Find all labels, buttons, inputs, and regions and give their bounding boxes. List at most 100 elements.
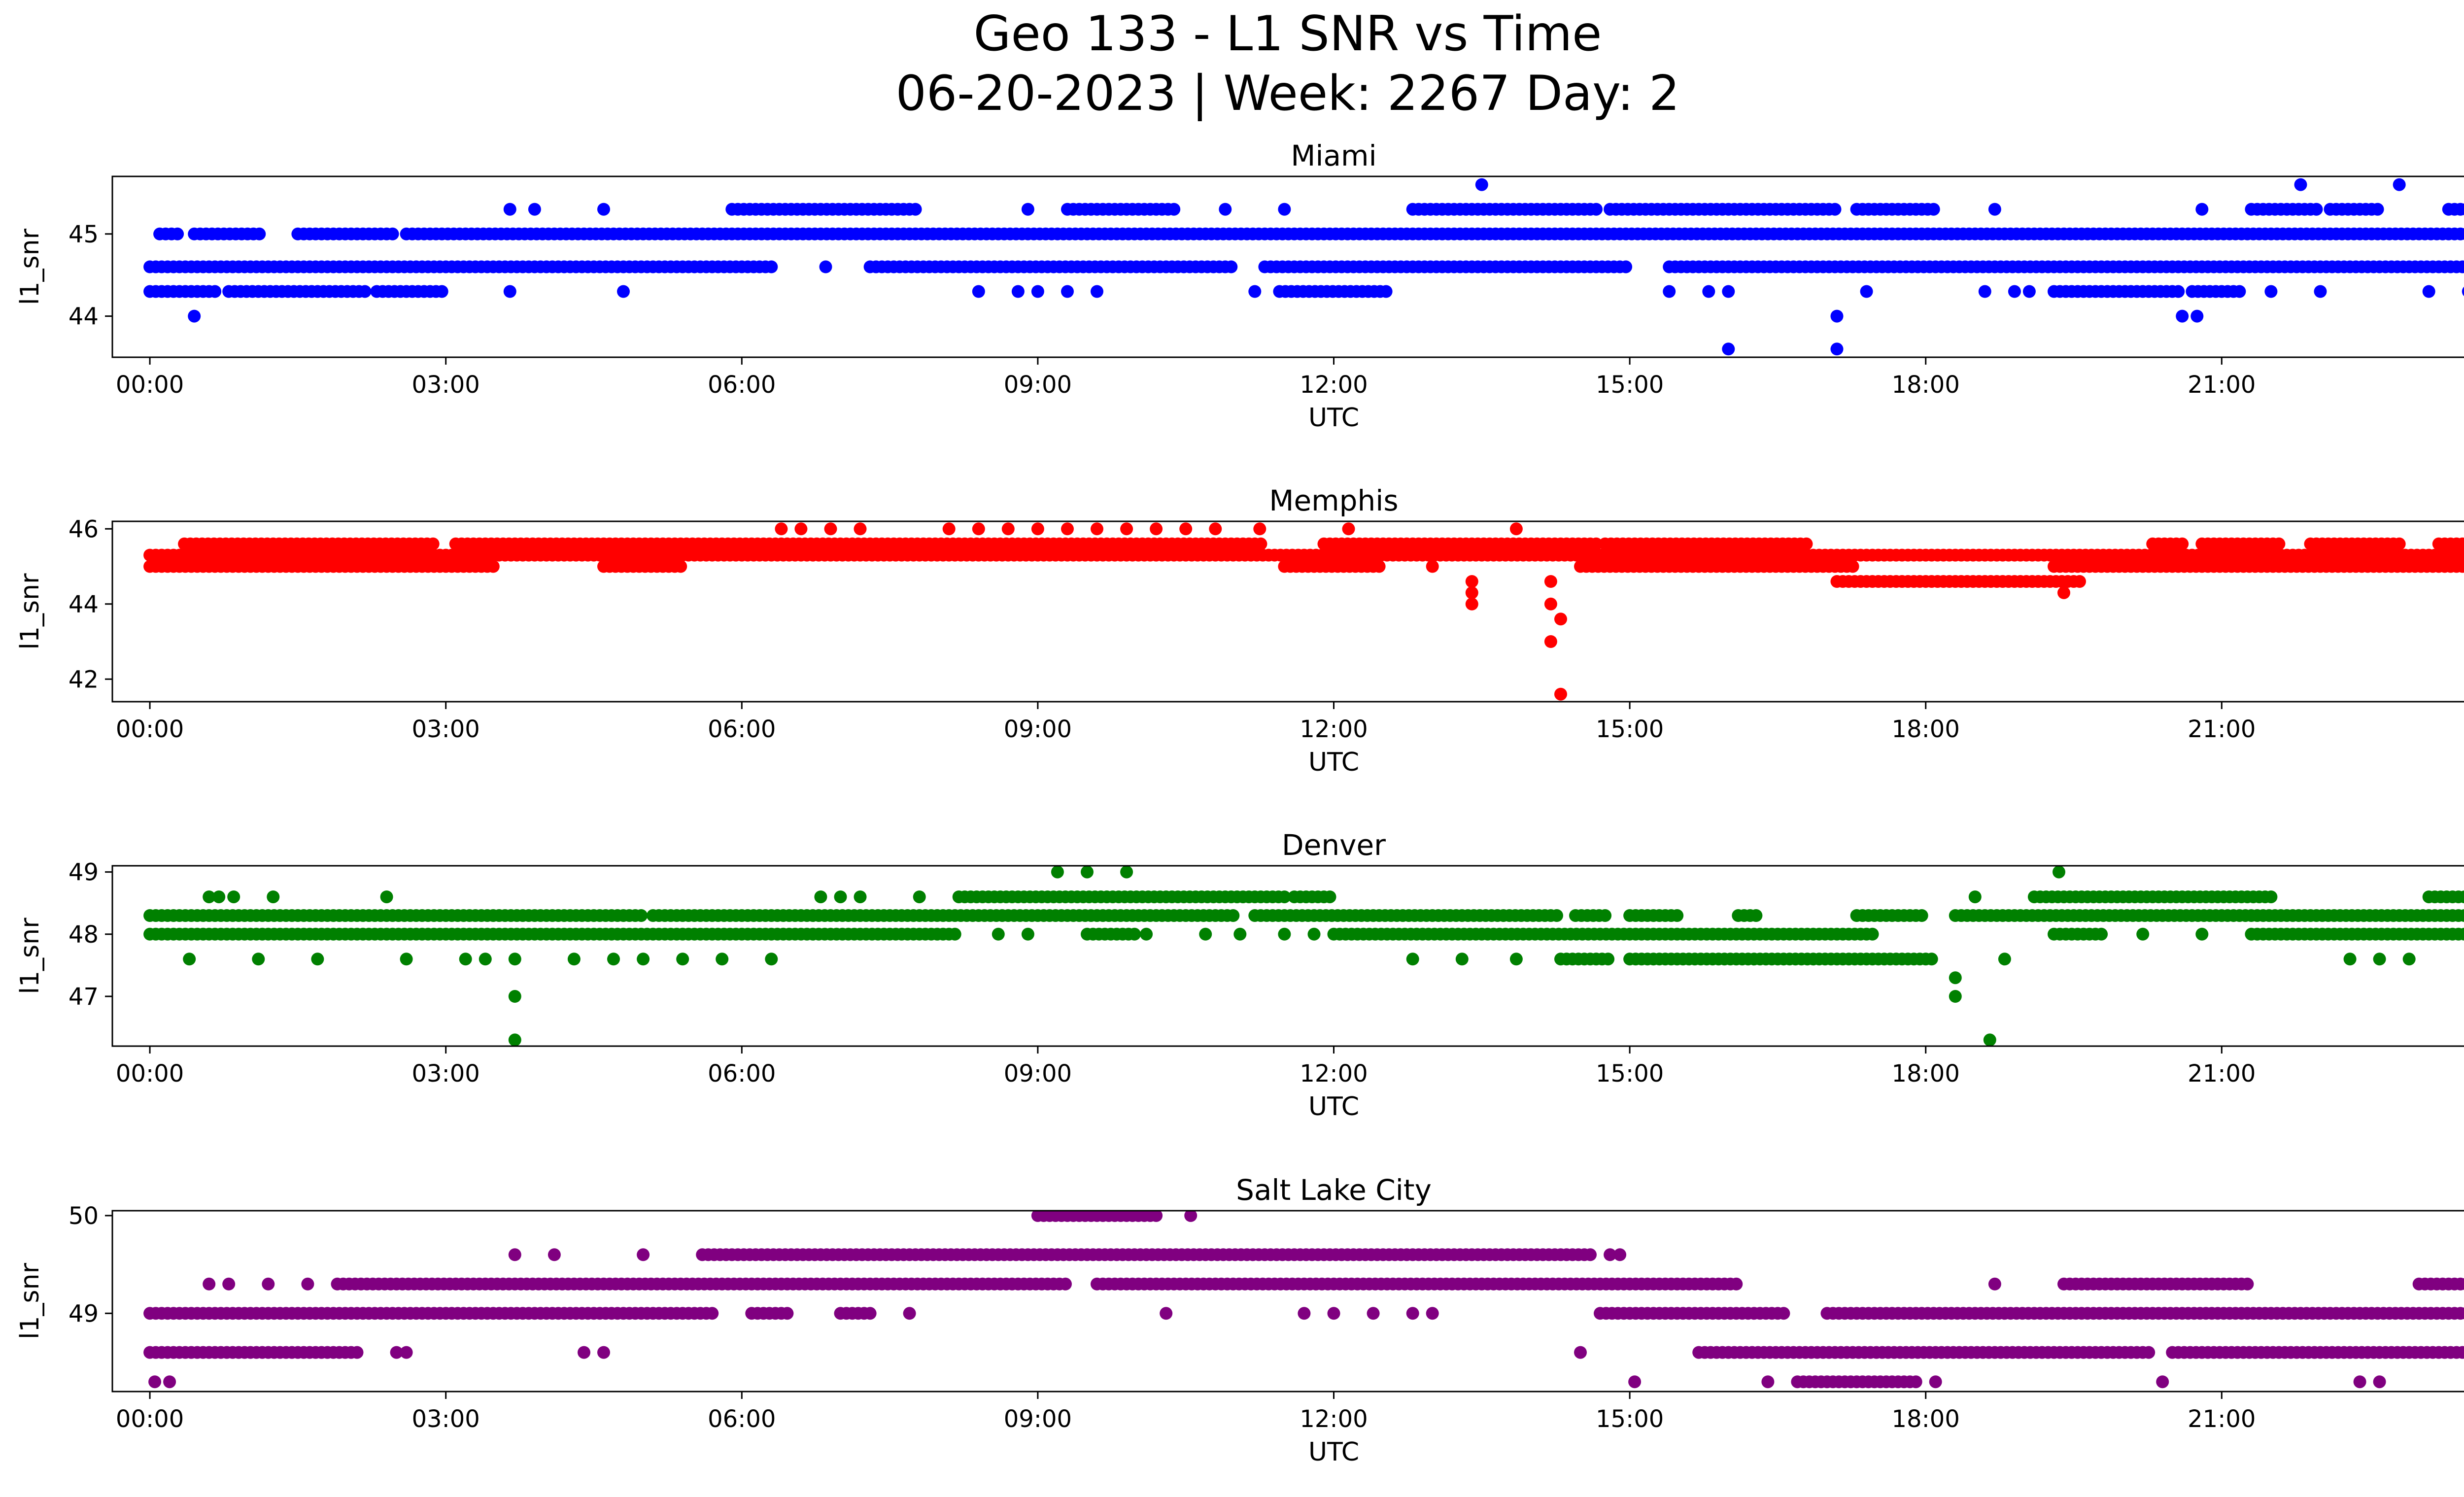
subplot-title: Denver: [1282, 828, 1386, 862]
data-point: [1831, 310, 1844, 323]
data-point: [1510, 953, 1523, 965]
y-tick-label: 45: [68, 221, 99, 248]
data-point: [1925, 953, 1938, 965]
data-point: [1406, 953, 1419, 965]
data-point: [2403, 953, 2416, 965]
x-axis-label: UTC: [1308, 1437, 1359, 1467]
data-point: [1749, 909, 1762, 922]
data-point: [1128, 928, 1141, 941]
data-point: [820, 261, 832, 273]
data-point: [1233, 928, 1246, 941]
data-point: [1800, 538, 1813, 550]
data-point: [2195, 928, 2208, 941]
data-point: [607, 953, 620, 965]
data-point: [1663, 285, 1676, 298]
data-point: [1590, 203, 1603, 216]
data-point: [2423, 285, 2435, 298]
data-point: [1308, 928, 1321, 941]
x-tick-label: 12:00: [1300, 1405, 1368, 1433]
data-point: [864, 1307, 877, 1320]
figure-title-line1: Geo 133 - L1 SNR vs Time: [974, 6, 1602, 62]
x-tick-label: 00:00: [116, 371, 184, 399]
data-point: [487, 560, 500, 573]
data-point: [716, 953, 728, 965]
data-point: [1466, 586, 1478, 599]
data-point: [359, 285, 372, 298]
data-point: [509, 953, 521, 965]
y-axis-label: l1_snr: [15, 228, 45, 305]
data-point: [351, 1346, 364, 1359]
data-point: [834, 890, 847, 903]
data-point: [676, 953, 689, 965]
data-point: [913, 890, 926, 903]
x-tick-label: 12:00: [1300, 715, 1368, 743]
y-tick-label: 42: [68, 666, 99, 693]
data-point: [1426, 560, 1439, 573]
y-tick-label: 46: [68, 515, 99, 543]
data-point: [504, 203, 516, 216]
data-point: [509, 1033, 521, 1046]
x-tick-label: 21:00: [2188, 1060, 2256, 1088]
x-tick-label: 09:00: [1004, 1060, 1072, 1088]
data-point: [386, 228, 399, 240]
data-point: [2053, 866, 2065, 879]
data-point: [1544, 635, 1557, 648]
data-point: [1910, 1375, 1922, 1388]
data-point: [2023, 285, 2036, 298]
x-tick-label: 18:00: [1892, 1060, 1960, 1088]
y-axis-label: l1_snr: [15, 1262, 45, 1339]
x-tick-label: 00:00: [116, 1060, 184, 1088]
y-tick-label: 48: [68, 921, 99, 949]
data-point: [1367, 1307, 1380, 1320]
x-tick-label: 21:00: [2188, 715, 2256, 743]
data-point: [2371, 203, 2384, 216]
data-point: [1466, 598, 1478, 611]
data-point: [706, 1307, 719, 1320]
x-tick-label: 12:00: [1300, 371, 1368, 399]
data-point: [267, 890, 279, 903]
subplot-title: Memphis: [1269, 484, 1398, 517]
x-axis-label: UTC: [1308, 1092, 1359, 1122]
data-point: [1278, 203, 1291, 216]
data-point: [1988, 203, 2001, 216]
data-point: [1613, 1248, 1626, 1261]
data-point: [2073, 575, 2086, 588]
data-point: [212, 890, 225, 903]
data-point: [1253, 522, 1266, 535]
data-point: [400, 953, 413, 965]
data-point: [617, 285, 630, 298]
data-point: [775, 522, 787, 535]
data-point: [1225, 261, 1237, 273]
data-point: [597, 203, 610, 216]
data-point: [2241, 1278, 2254, 1291]
data-point: [1051, 866, 1064, 879]
data-point: [1031, 285, 1044, 298]
y-tick-label: 47: [68, 983, 99, 1011]
data-point: [794, 522, 807, 535]
data-point: [2393, 178, 2406, 191]
data-point: [459, 953, 472, 965]
data-point: [1554, 612, 1567, 625]
x-tick-label: 03:00: [412, 715, 480, 743]
data-point: [509, 990, 521, 1003]
x-tick-label: 06:00: [708, 715, 776, 743]
y-tick-label: 49: [68, 859, 99, 886]
subplot-title: Salt Lake City: [1236, 1173, 1432, 1207]
data-point: [1702, 285, 1715, 298]
x-tick-label: 12:00: [1300, 1060, 1368, 1088]
data-point: [637, 953, 650, 965]
data-point: [2393, 538, 2406, 550]
data-point: [903, 1307, 916, 1320]
data-point: [1002, 522, 1015, 535]
data-point: [635, 909, 648, 922]
x-tick-label: 03:00: [412, 1405, 480, 1433]
data-point: [992, 928, 1005, 941]
data-point: [1722, 285, 1735, 298]
data-point: [222, 1278, 235, 1291]
data-point: [1342, 522, 1355, 535]
data-point: [1730, 1278, 1743, 1291]
data-point: [909, 203, 922, 216]
data-point: [548, 1248, 561, 1261]
x-tick-label: 09:00: [1004, 715, 1072, 743]
